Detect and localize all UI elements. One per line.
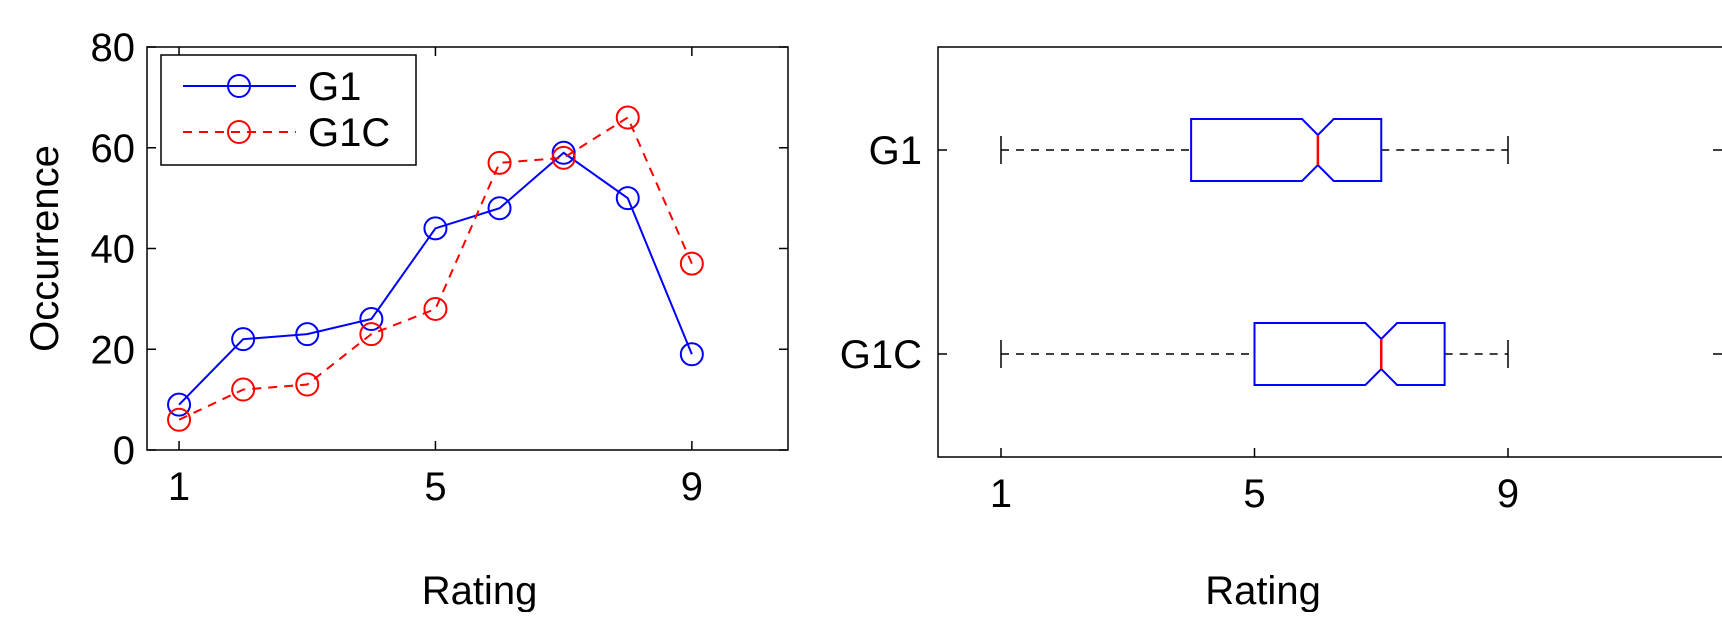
- data-point-g1: [487, 196, 512, 221]
- box-g1c: [1253, 322, 1446, 386]
- line-chart-y-axis-label: Occurrence: [23, 145, 67, 352]
- data-point-g1: [679, 342, 704, 367]
- legend-box: [160, 54, 417, 166]
- category-label-g1: G1: [869, 129, 922, 173]
- box-plot-x-axis-label: Rating: [1205, 569, 1321, 612]
- data-point-g1c: [167, 407, 192, 432]
- data-point-g1c: [295, 372, 320, 397]
- x-tick-label: 9: [681, 465, 703, 509]
- data-point-g1: [295, 322, 320, 347]
- data-point-g1: [167, 392, 192, 417]
- y-tick-label: 60: [91, 127, 136, 171]
- data-point-g1c: [231, 377, 256, 402]
- data-point-g1c: [679, 251, 704, 276]
- x-tick-label: 5: [1243, 472, 1265, 516]
- legend-label-g1: G1: [308, 65, 361, 109]
- data-point-g1: [359, 307, 384, 332]
- data-point-g1: [551, 140, 576, 165]
- legend-marker-g1c: [227, 120, 251, 144]
- category-label-g1c: G1C: [840, 333, 922, 377]
- data-point-g1: [423, 216, 448, 241]
- y-tick-label: 0: [113, 429, 135, 473]
- data-point-g1c: [423, 296, 448, 321]
- box-plot-axes-box: [937, 46, 1722, 458]
- x-tick-label: 1: [168, 465, 190, 509]
- box-g1: [1190, 118, 1383, 182]
- box-plot: 1 5 9 G1 G1C Rating: [840, 46, 1722, 613]
- y-tick-label: 20: [91, 328, 136, 372]
- data-point-g1c: [359, 322, 384, 347]
- y-tick-label: 80: [91, 26, 136, 70]
- x-tick-label: 5: [424, 465, 446, 509]
- line-chart-x-axis-label: Rating: [422, 569, 538, 612]
- series-line-g1: [178, 151, 693, 406]
- data-point-g1c: [487, 150, 512, 175]
- data-point-g1c: [615, 105, 640, 130]
- x-tick-label: 9: [1497, 472, 1519, 516]
- legend-label-g1c: G1C: [308, 111, 390, 155]
- legend-marker-g1: [227, 74, 251, 98]
- y-tick-label: 40: [91, 228, 136, 272]
- data-point-g1c: [551, 145, 576, 170]
- data-point-g1: [231, 327, 256, 352]
- x-tick-label: 1: [990, 472, 1012, 516]
- data-point-g1: [615, 186, 640, 211]
